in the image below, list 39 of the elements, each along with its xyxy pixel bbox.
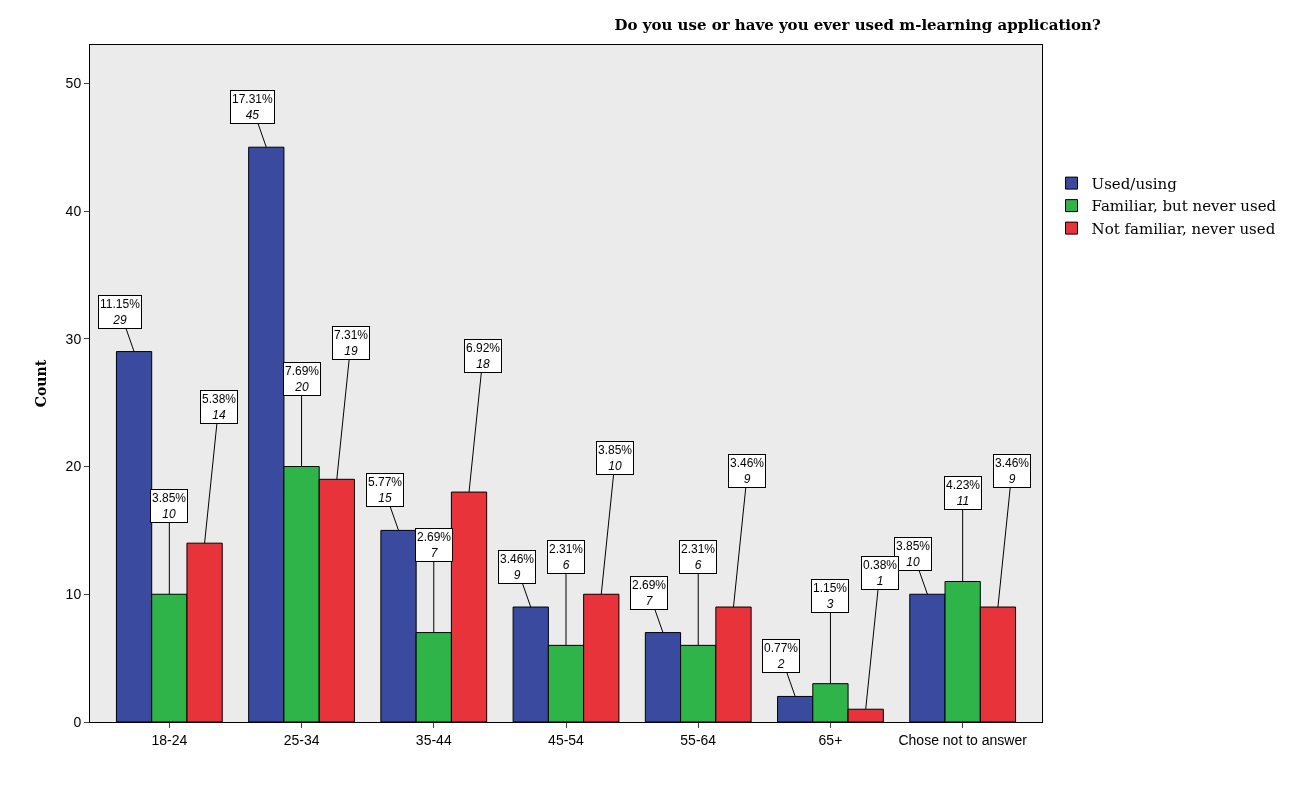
data-label: 2.69% 7 — [632, 578, 667, 608]
x-tick-label: 35-44 — [415, 731, 452, 748]
x-tick-label: Chose not to answer — [898, 731, 1028, 748]
data-label: 3.85% 10 — [152, 491, 187, 521]
x-tick-label: 25-34 — [283, 731, 320, 748]
legend-label: Used/using — [1091, 174, 1178, 193]
x-tick-label: 45-54 — [548, 731, 585, 748]
data-label: 3.46% 9 — [730, 456, 765, 486]
y-tick-label: 40 — [65, 202, 82, 219]
y-tick-label: 50 — [65, 75, 82, 92]
y-tick-label: 0 — [73, 713, 82, 730]
data-label: 3.46% 9 — [500, 552, 535, 582]
legend-label: Familiar, but never used — [1091, 197, 1277, 216]
y-tick-label: 10 — [65, 586, 82, 603]
data-label: 3.85% 10 — [598, 443, 633, 473]
chart-title: Do you use or have you ever used m-learning application? — [614, 16, 1101, 35]
data-label: 17.31% 45 — [232, 92, 274, 122]
data-label: 5.38% 14 — [202, 392, 237, 422]
data-label: 0.38% 1 — [863, 558, 898, 588]
data-label: 11.15% 29 — [100, 297, 141, 327]
x-tick-label: 55-64 — [680, 731, 717, 748]
data-label: 7.31% 19 — [334, 328, 369, 358]
data-label: 5.77% 15 — [368, 475, 403, 505]
data-label: 7.69% 20 — [285, 364, 320, 394]
data-label: 4.23% 11 — [946, 478, 981, 508]
data-label: 3.46% 9 — [995, 456, 1030, 486]
data-label: 6.92% 18 — [466, 341, 501, 371]
x-tick-label: 65+ — [818, 731, 843, 748]
y-axis-title: Count — [33, 359, 50, 408]
data-label: 1.15% 3 — [813, 581, 848, 611]
data-label: 0.77% 2 — [764, 641, 799, 671]
legend-label: Not familiar, never used — [1091, 219, 1276, 238]
data-label: 2.69% 7 — [417, 530, 452, 560]
y-tick-label: 20 — [65, 458, 82, 475]
data-label: 2.31% 6 — [549, 542, 584, 572]
x-tick-label: 18-24 — [151, 731, 188, 748]
data-label: 2.31% 6 — [681, 542, 716, 572]
data-label: 3.85% 10 — [896, 539, 931, 569]
y-tick-label: 30 — [65, 330, 82, 347]
